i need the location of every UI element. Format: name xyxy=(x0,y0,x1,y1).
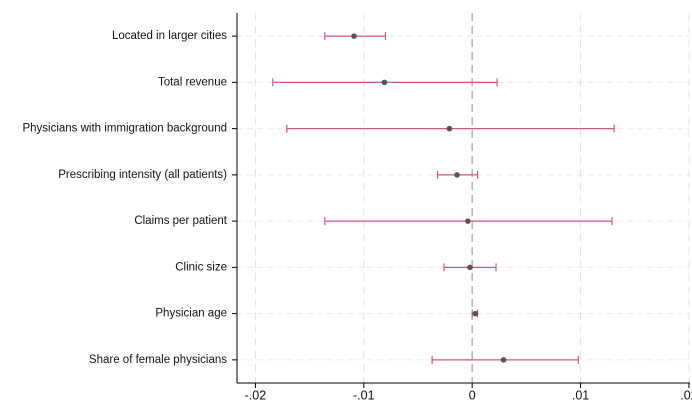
category-label: Share of female physicians xyxy=(89,354,227,366)
category-label: Located in larger cities xyxy=(112,30,227,42)
point-estimate xyxy=(472,310,479,317)
category-label: Physicians with immigration background xyxy=(22,123,227,135)
point-estimate xyxy=(381,79,388,86)
category-label: Claims per patient xyxy=(134,215,227,227)
point-estimate xyxy=(467,264,473,271)
category-label: Clinic size xyxy=(175,261,227,273)
point-estimate xyxy=(454,172,460,178)
category-label: Physician age xyxy=(155,308,227,320)
point-estimate xyxy=(465,218,471,224)
x-tick-label: -.01 xyxy=(353,388,375,402)
x-tick-label: .02 xyxy=(680,388,692,402)
x-tick-label: 0 xyxy=(469,388,476,402)
point-estimate xyxy=(500,357,507,363)
point-estimate xyxy=(446,125,453,132)
point-estimate xyxy=(351,33,357,39)
x-tick-label: .01 xyxy=(572,388,589,402)
category-label: Total revenue xyxy=(158,76,227,88)
category-label: Prescribing intensity (all patients) xyxy=(58,169,227,181)
x-tick-label: -.02 xyxy=(245,388,267,402)
